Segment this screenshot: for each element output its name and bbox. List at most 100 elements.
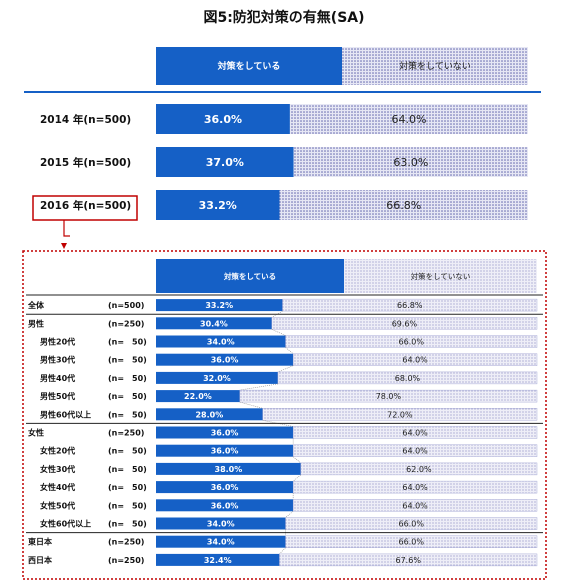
data-label-series-2: 62.0% xyxy=(406,465,432,474)
data-label-series-2: 64.0% xyxy=(402,429,428,438)
row-label: 男性20代 xyxy=(40,337,75,347)
row-label: 全体 xyxy=(27,300,45,310)
row-label: 男性 xyxy=(28,318,44,328)
header-label-series-2: 対策をしていない xyxy=(411,271,471,281)
data-label-series-1: 36.0% xyxy=(204,113,242,126)
row-label: 西日本 xyxy=(28,555,52,565)
bar-series-2 xyxy=(300,462,538,476)
category-label: 2016 年(n=500) xyxy=(40,199,131,212)
category-label: 2015 年(n=500) xyxy=(40,156,131,169)
row-label: 男性60代以上 xyxy=(40,409,91,419)
header-cell-series-1 xyxy=(156,259,344,293)
data-label-series-2: 66.0% xyxy=(399,538,425,547)
callout-arrow xyxy=(61,243,67,249)
bar-series-1 xyxy=(156,190,280,220)
bar-series-1 xyxy=(156,553,280,566)
row-sample-size: (n= 50) xyxy=(108,520,147,529)
bar-series-2 xyxy=(293,147,528,177)
bar-series-2 xyxy=(292,444,538,457)
row-sample-size: (n= 50) xyxy=(108,410,147,419)
data-label-series-2: 66.8% xyxy=(386,199,421,212)
data-label-series-2: 64.0% xyxy=(402,483,428,492)
row-label: 女性30代 xyxy=(40,464,75,474)
row-sample-size: (n= 50) xyxy=(108,447,147,456)
data-label-series-1: 34.0% xyxy=(207,338,235,347)
series-connector xyxy=(292,474,301,482)
row-sample-size: (n= 50) xyxy=(108,501,147,510)
data-label-series-1: 32.0% xyxy=(203,374,231,383)
data-label-series-1: 22.0% xyxy=(184,392,212,401)
callout-line xyxy=(63,220,70,237)
bar-series-2 xyxy=(292,499,538,512)
row-label: 女性 xyxy=(28,428,44,438)
bar-series-2 xyxy=(262,408,538,421)
data-label-series-1: 32.4% xyxy=(204,556,232,565)
bar-series-2 xyxy=(277,371,538,385)
data-label-series-1: 36.0% xyxy=(211,501,239,510)
data-label-series-2: 66.8% xyxy=(397,301,423,310)
header-cell-series-2 xyxy=(344,259,537,293)
bar-series-1 xyxy=(156,299,283,312)
row-sample-size: (n=500) xyxy=(108,301,144,310)
data-label-series-2: 66.0% xyxy=(399,520,425,529)
data-label-series-2: 72.0% xyxy=(387,410,413,419)
bar-series-2 xyxy=(292,426,538,439)
bar-series-1 xyxy=(156,499,294,512)
row-label: 東日本 xyxy=(28,537,52,547)
data-label-series-1: 28.0% xyxy=(195,410,223,419)
data-label-series-1: 30.4% xyxy=(200,319,228,328)
bar-series-2 xyxy=(292,353,538,366)
bar-series-2 xyxy=(271,317,538,330)
row-label: 女性50代 xyxy=(40,500,75,510)
bar-series-2 xyxy=(279,553,538,567)
data-label-series-1: 36.0% xyxy=(211,483,239,492)
data-label-series-1: 34.0% xyxy=(207,538,235,547)
series-connector xyxy=(285,511,294,518)
bar-series-1 xyxy=(156,535,286,548)
series-connector xyxy=(239,401,263,409)
bar-series-1 xyxy=(156,371,278,384)
bar-series-2 xyxy=(289,104,528,134)
data-label-series-2: 64.0% xyxy=(391,113,426,126)
data-label-series-2: 66.0% xyxy=(399,338,425,347)
bar-series-1 xyxy=(156,444,294,457)
chart-yearly: 対策をしている 対策をしていない 2014 年(n=500) 36.0% 64.0% 20… xyxy=(24,47,541,249)
header-label-series-1: 対策をしている xyxy=(223,271,276,281)
data-label-series-2: 64.0% xyxy=(402,356,428,365)
bar-series-2 xyxy=(279,190,528,220)
bar-series-2 xyxy=(239,389,538,403)
data-label-series-1: 36.0% xyxy=(211,447,239,456)
bar-series-2 xyxy=(285,535,538,548)
bar-series-1 xyxy=(156,335,286,348)
data-label-series-1: 34.0% xyxy=(207,520,235,529)
category-label: 2014 年(n=500) xyxy=(40,113,131,126)
bar-series-1 xyxy=(156,462,301,475)
bar-series-1 xyxy=(156,390,240,403)
data-label-series-2: 64.0% xyxy=(402,501,428,510)
header-label-series-2: 対策をしていない xyxy=(399,60,471,72)
row-sample-size: (n=250) xyxy=(108,538,144,547)
data-label-series-2: 68.0% xyxy=(395,374,421,383)
data-label-series-2: 67.6% xyxy=(396,556,422,565)
row-sample-size: (n= 50) xyxy=(108,483,147,492)
row-label: 男性50代 xyxy=(40,391,75,401)
row-sample-size: (n= 50) xyxy=(108,338,147,347)
bar-series-1 xyxy=(156,408,263,421)
series-connector xyxy=(292,456,301,464)
row-sample-size: (n= 50) xyxy=(108,356,147,365)
data-label-series-1: 36.0% xyxy=(211,356,239,365)
series-connector xyxy=(271,329,286,336)
row-label: 女性40代 xyxy=(40,482,75,492)
row-sample-size: (n=250) xyxy=(108,429,144,438)
row-sample-size: (n= 50) xyxy=(108,392,147,401)
row-sample-size: (n= 50) xyxy=(108,374,147,383)
data-label-series-2: 78.0% xyxy=(376,392,402,401)
data-label-series-1: 33.2% xyxy=(205,301,233,310)
data-label-series-2: 63.0% xyxy=(393,156,428,169)
bar-series-1 xyxy=(156,426,294,439)
row-sample-size: (n=250) xyxy=(108,319,144,328)
series-connector xyxy=(279,547,286,555)
breakdown-frame xyxy=(22,250,547,580)
